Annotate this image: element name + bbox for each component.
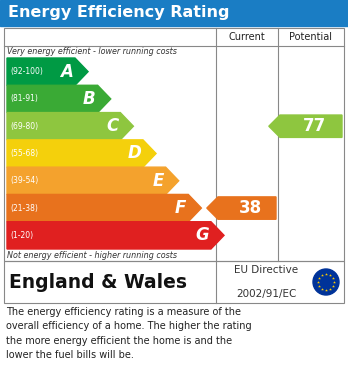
Polygon shape [7,194,201,222]
Text: Energy Efficiency Rating: Energy Efficiency Rating [8,5,229,20]
Text: Current: Current [229,32,266,42]
Text: 77: 77 [303,117,326,135]
Text: (1-20): (1-20) [10,231,33,240]
Text: (39-54): (39-54) [10,176,38,185]
Text: Not energy efficient - higher running costs: Not energy efficient - higher running co… [7,251,177,260]
Text: (92-100): (92-100) [10,67,43,76]
Text: 38: 38 [239,199,262,217]
Text: C: C [106,117,118,135]
Text: G: G [195,226,209,244]
Polygon shape [7,113,133,140]
Text: (81-91): (81-91) [10,95,38,104]
Text: F: F [175,199,186,217]
Text: B: B [83,90,96,108]
Text: (69-80): (69-80) [10,122,38,131]
Bar [4,28,344,261]
Polygon shape [7,167,179,194]
Text: D: D [127,145,141,163]
Text: E: E [152,172,164,190]
Text: 2002/91/EC: 2002/91/EC [236,289,296,299]
Circle shape [313,269,339,295]
Text: (21-38): (21-38) [10,204,38,213]
Polygon shape [7,222,224,249]
Polygon shape [7,140,156,167]
Text: Potential: Potential [290,32,332,42]
Bar [0,0,348,26]
Polygon shape [7,58,88,85]
Text: A: A [60,63,73,81]
Text: Very energy efficient - lower running costs: Very energy efficient - lower running co… [7,47,177,56]
Text: England & Wales: England & Wales [9,273,187,292]
Text: (55-68): (55-68) [10,149,38,158]
Polygon shape [7,85,111,113]
Polygon shape [269,115,342,137]
Bar [4,261,344,303]
Polygon shape [207,197,276,219]
Text: The energy efficiency rating is a measure of the
overall efficiency of a home. T: The energy efficiency rating is a measur… [6,307,252,360]
Text: EU Directive: EU Directive [234,265,298,275]
